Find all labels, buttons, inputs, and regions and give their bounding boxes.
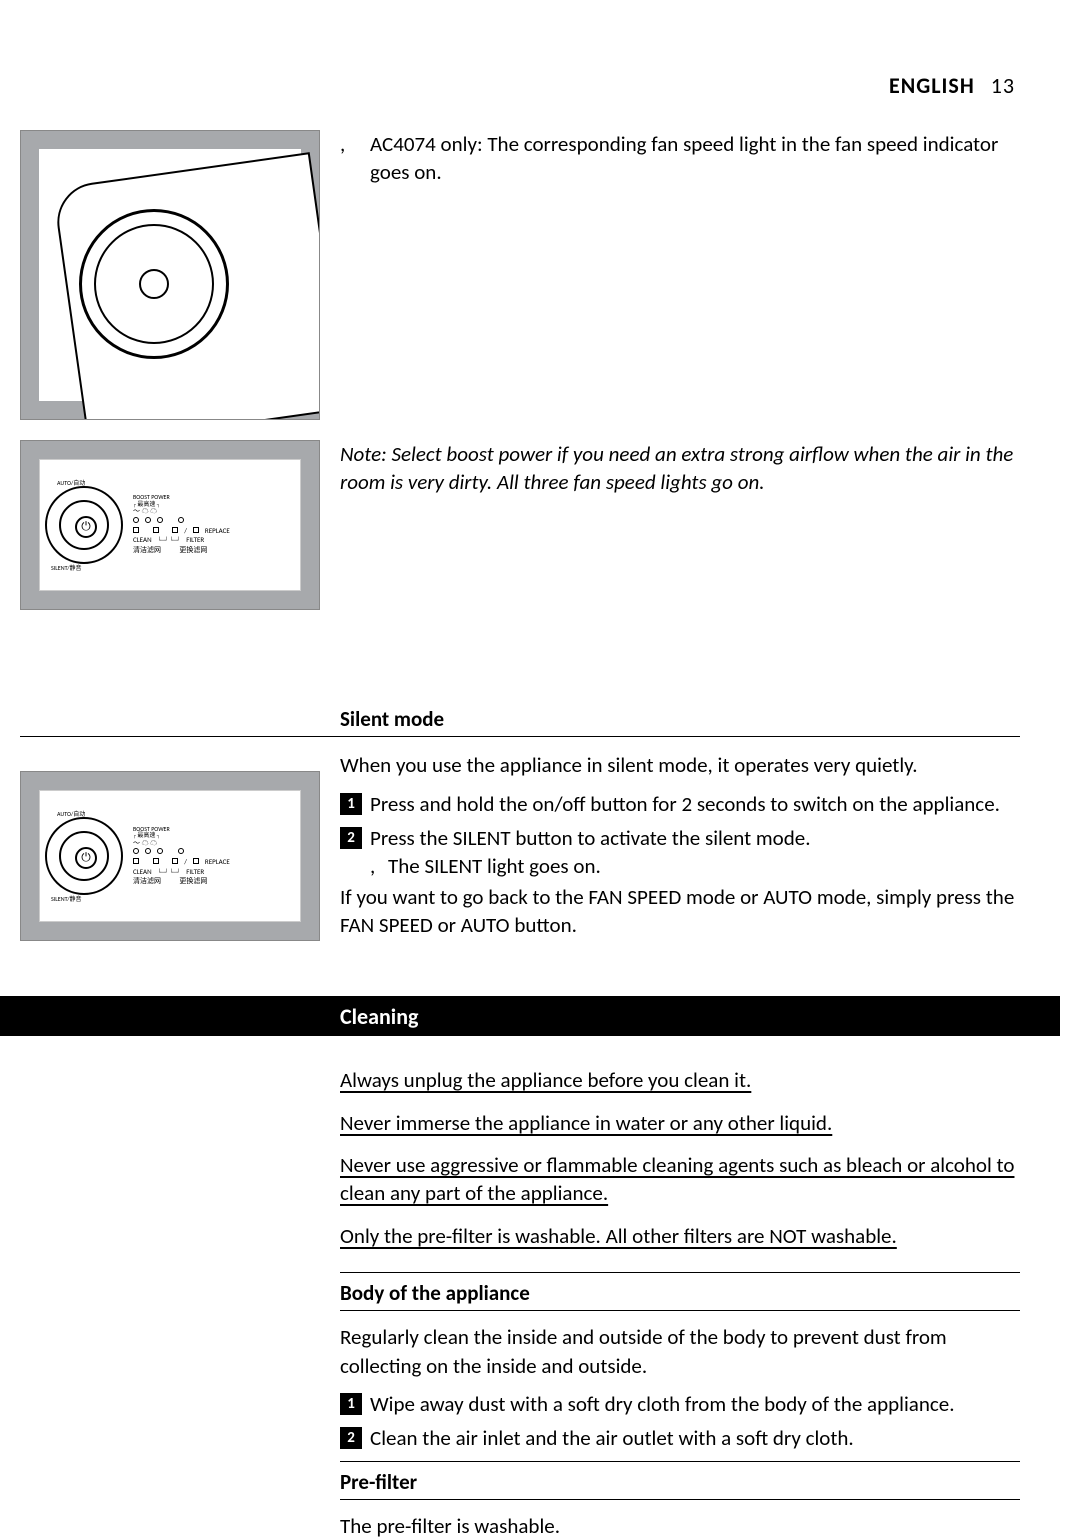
cleaning-warn-2: Never immerse the appliance in water or … bbox=[340, 1109, 832, 1137]
page-number: 13 bbox=[991, 72, 1015, 99]
step-number-2: 2 bbox=[340, 827, 362, 849]
silent-step1-text: Press and hold the on/off button for 2 s… bbox=[370, 790, 1000, 818]
body-heading: Body of the appliance bbox=[340, 1272, 1020, 1311]
silent-intro: When you use the appliance in silent mod… bbox=[340, 751, 1020, 779]
bullet-mark: , bbox=[370, 852, 388, 880]
diagram-fan-speed-indicator bbox=[20, 130, 320, 420]
prefilter-heading: Pre-filter bbox=[340, 1461, 1020, 1500]
row-boost-note: ⏻ AUTO/自动 SILENT/静音 BOOST POWER ┌ 最高速 ┐ … bbox=[20, 440, 1020, 610]
diagram-control-panel-boost: ⏻ AUTO/自动 SILENT/静音 BOOST POWER ┌ 最高速 ┐ … bbox=[20, 440, 320, 610]
cleaning-warn-3: Never use aggressive or flammable cleani… bbox=[340, 1151, 1020, 1208]
cleaning-heading-bar: Cleaning bbox=[0, 996, 1060, 1036]
ac4074-text: AC4074 only: The corresponding fan speed… bbox=[370, 130, 1020, 187]
row-fan-speed-light: , AC4074 only: The corresponding fan spe… bbox=[20, 130, 1020, 420]
silent-mode-heading-row: Silent mode bbox=[20, 705, 1020, 737]
bullet-mark: , bbox=[340, 130, 370, 187]
step-number-2: 2 bbox=[340, 1427, 362, 1449]
cleaning-heading: Cleaning bbox=[340, 1002, 1060, 1032]
silent-mode-heading: Silent mode bbox=[340, 705, 1020, 733]
row-silent-mode: ⏻ AUTO/自动 SILENT/静音 BOOST POWER ┌ 最高速 ┐ … bbox=[20, 751, 1020, 941]
body-step2-text: Clean the air inlet and the air outlet w… bbox=[370, 1424, 854, 1452]
body-step-2: 2 Clean the air inlet and the air outlet… bbox=[340, 1424, 1020, 1452]
body-step1-text: Wipe away dust with a soft dry cloth fro… bbox=[370, 1390, 955, 1418]
silent-step-2: 2 Press the SILENT button to activate th… bbox=[340, 824, 1020, 852]
cleaning-warn-4: Only the pre-filter is washable. All oth… bbox=[340, 1222, 897, 1250]
language-label: ENGLISH bbox=[889, 72, 975, 99]
diagram-control-panel-silent: ⏻ AUTO/自动 SILENT/静音 BOOST POWER ┌ 最高速 ┐ … bbox=[20, 771, 320, 941]
silent-after-text: If you want to go back to the FAN SPEED … bbox=[340, 883, 1020, 940]
boost-power-note: Note: Select boost power if you need an … bbox=[340, 440, 1020, 497]
page-content: , AC4074 only: The corresponding fan spe… bbox=[20, 130, 1020, 1540]
body-intro: Regularly clean the inside and outside o… bbox=[340, 1323, 1020, 1380]
silent-step2b-text: The SILENT light goes on. bbox=[388, 852, 601, 880]
silent-step2a-text: Press the SILENT button to activate the … bbox=[370, 824, 811, 852]
prefilter-text: The pre-filter is washable. bbox=[340, 1512, 1020, 1540]
cleaning-warn-1: Always unplug the appliance before you c… bbox=[340, 1066, 751, 1094]
step-number-1: 1 bbox=[340, 793, 362, 815]
body-step-1: 1 Wipe away dust with a soft dry cloth f… bbox=[340, 1390, 1020, 1418]
silent-step-1: 1 Press and hold the on/off button for 2… bbox=[340, 790, 1020, 818]
step-number-1: 1 bbox=[340, 1393, 362, 1415]
page-header: ENGLISH 13 bbox=[889, 72, 1015, 99]
